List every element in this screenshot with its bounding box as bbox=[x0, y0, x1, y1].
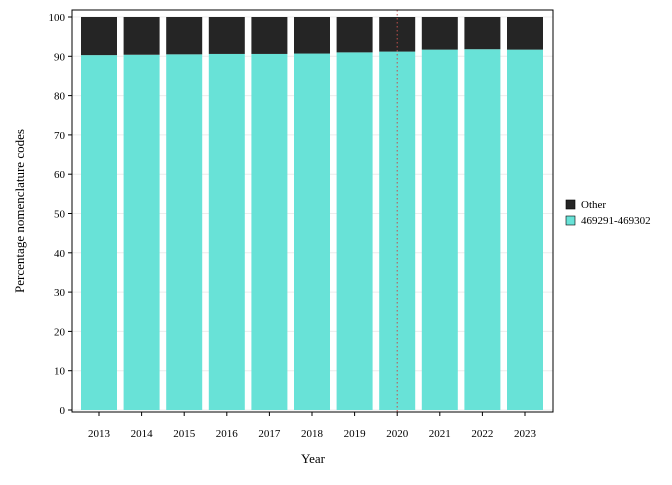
legend: Other 469291-469302 bbox=[565, 199, 651, 227]
y-tick-label-90: 90 bbox=[54, 51, 66, 63]
y-tick-label-30: 30 bbox=[54, 287, 66, 299]
bar-other-2017 bbox=[251, 17, 288, 54]
bar-other-2013 bbox=[81, 17, 117, 56]
x-tick-label-2020: 2020 bbox=[386, 428, 409, 440]
y-tick-label-20: 20 bbox=[54, 326, 66, 338]
y-axis: 0 10 20 30 40 50 60 70 80 90 100 bbox=[49, 12, 72, 417]
y-tick-label-80: 80 bbox=[54, 91, 66, 103]
y-tick-label-40: 40 bbox=[54, 248, 66, 260]
bar-other-2016 bbox=[208, 17, 245, 54]
x-tick-label-2016: 2016 bbox=[216, 428, 239, 440]
legend-label-1: 469291-469302 bbox=[581, 215, 651, 227]
bar-main-2014 bbox=[123, 54, 160, 411]
x-axis-title: Year bbox=[301, 451, 326, 466]
bar-main-2019 bbox=[336, 52, 373, 411]
x-tick-label-2018: 2018 bbox=[301, 428, 324, 440]
bar-other-2021 bbox=[421, 17, 458, 50]
x-tick-label-2019: 2019 bbox=[344, 428, 367, 440]
x-tick-label-2023: 2023 bbox=[514, 428, 537, 440]
y-tick-label-10: 10 bbox=[54, 366, 66, 378]
legend-label-0: Other bbox=[581, 199, 606, 211]
y-tick-label-0: 0 bbox=[60, 405, 66, 417]
bar-other-2018 bbox=[294, 17, 330, 54]
y-tick-label-50: 50 bbox=[54, 209, 66, 221]
bar-main-2017 bbox=[251, 53, 288, 410]
y-tick-label-60: 60 bbox=[54, 169, 66, 181]
y-tick-label-70: 70 bbox=[54, 130, 66, 142]
x-tick-label-2022: 2022 bbox=[471, 428, 493, 440]
x-tick-label-2014: 2014 bbox=[131, 428, 154, 440]
x-axis: 2013 2014 2015 2016 2017 2018 2019 2020 2021 2022… bbox=[88, 412, 537, 440]
bar-other-2023 bbox=[507, 17, 543, 50]
y-tick-label-100: 100 bbox=[49, 12, 66, 24]
bar-main-2013 bbox=[81, 55, 117, 410]
x-tick-label-2017: 2017 bbox=[258, 428, 281, 440]
x-tick-label-2013: 2013 bbox=[88, 428, 111, 440]
bar-other-2014 bbox=[123, 17, 160, 55]
bar-main-2016 bbox=[208, 53, 245, 410]
bar-other-2019 bbox=[336, 17, 373, 53]
bar-main-2022 bbox=[464, 49, 501, 410]
bar-main-2023 bbox=[507, 49, 543, 411]
bar-other-2015 bbox=[166, 17, 203, 55]
bars bbox=[81, 17, 543, 411]
legend-swatch-0 bbox=[565, 199, 576, 210]
x-tick-label-2021: 2021 bbox=[429, 428, 451, 440]
y-axis-title: Percentage nomenclature codes bbox=[12, 129, 27, 293]
bar-other-2022 bbox=[464, 17, 501, 50]
bar-main-2015 bbox=[166, 54, 203, 411]
bar-main-2021 bbox=[421, 49, 458, 411]
x-tick-label-2015: 2015 bbox=[173, 428, 196, 440]
legend-swatch-1 bbox=[565, 215, 576, 226]
bar-main-2018 bbox=[294, 53, 330, 410]
